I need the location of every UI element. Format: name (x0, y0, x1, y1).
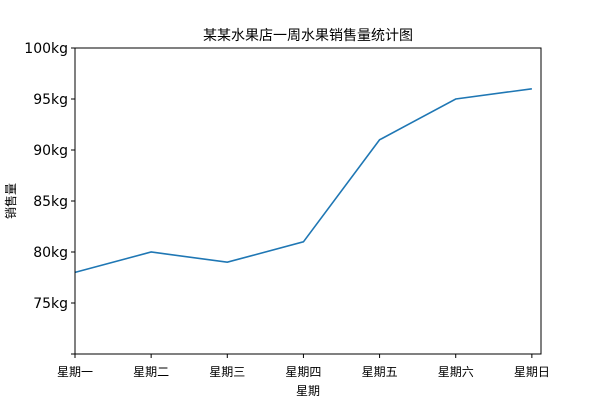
x-tick-label: 星期四 (285, 365, 321, 379)
x-tick-label: 星期二 (133, 365, 169, 379)
plot-frame (75, 48, 541, 354)
y-tick-label: 100kg (24, 41, 68, 57)
series-line (75, 89, 532, 273)
y-tick-label: 75kg (33, 296, 68, 312)
y-tick-label: 85kg (33, 194, 68, 210)
chart-title: 某某水果店一周水果销售量统计图 (203, 28, 413, 44)
y-tick-label: 95kg (33, 92, 68, 108)
y-tick-label: 90kg (33, 143, 68, 159)
x-tick-label: 星期五 (362, 365, 398, 379)
x-tick-label: 星期六 (438, 365, 474, 379)
x-axis-label: 星期 (296, 384, 320, 398)
y-tick-label: 80kg (33, 245, 68, 261)
x-tick-label: 星期三 (209, 365, 245, 379)
x-tick-label: 星期一 (57, 365, 93, 379)
y-axis-label: 销售量 (3, 183, 18, 219)
x-tick-label: 星期日 (514, 365, 550, 379)
